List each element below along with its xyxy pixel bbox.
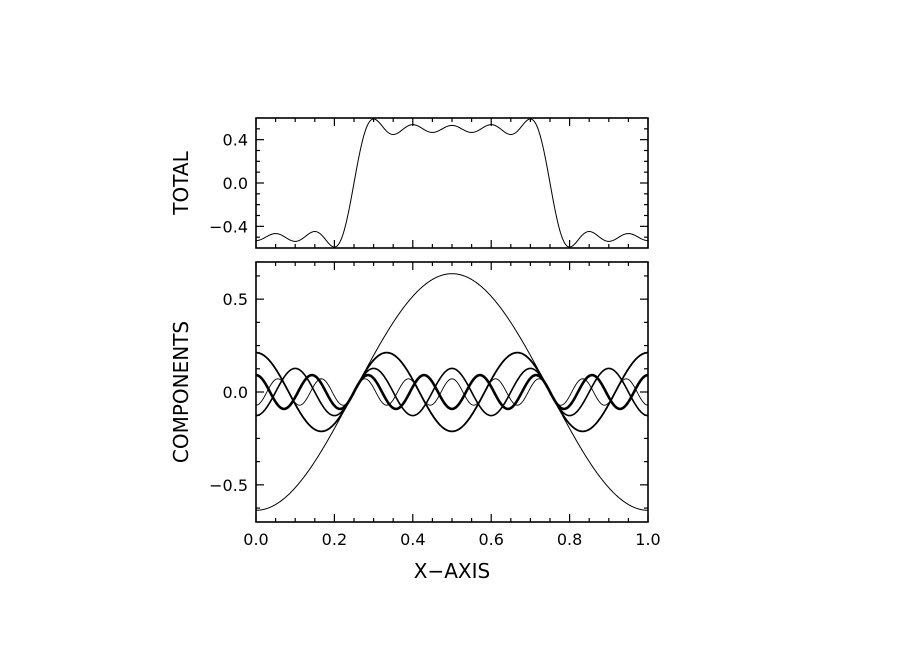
component-series-line-1 — [256, 273, 648, 511]
y-tick-label: −0.5 — [209, 476, 248, 495]
x-tick-label: 0.6 — [478, 530, 503, 549]
x-tick-label: 1.0 — [635, 530, 660, 549]
y-tick-label: −0.4 — [209, 217, 248, 236]
component-series-line-5 — [256, 378, 648, 406]
y-tick-label: 0.4 — [223, 131, 248, 150]
x-tick-label: 0.8 — [557, 530, 582, 549]
total-series-line — [256, 118, 648, 248]
total-curves — [256, 118, 648, 248]
component-series-line-4 — [256, 373, 648, 411]
x-tick-label: 0.4 — [400, 530, 425, 549]
total-plot-frame — [255, 117, 649, 249]
components-panel: 0.0 0.2 0.4 0.6 0.8 1.0−0.50.00.5 COMPONENTS … — [169, 261, 661, 583]
total-panel: −0.4 0.0 0.4 TOTAL — [169, 117, 649, 249]
total-y-axis-label: TOTAL — [169, 150, 193, 215]
components-curves — [256, 273, 648, 511]
components-ticks: 0.0 0.2 0.4 0.6 0.8 1.0 −0.5 0.0 0.5 — [209, 262, 661, 549]
x-axis-label: X−AXIS — [414, 559, 490, 583]
component-series-line-3 — [256, 367, 648, 417]
components-y-axis-label: COMPONENTS — [169, 321, 193, 463]
component-series-line-2 — [256, 351, 648, 433]
y-tick-label: 0.5 — [223, 290, 248, 309]
total-ticks: −0.4 0.0 0.4 — [209, 118, 649, 248]
y-tick-label: 0.0 — [223, 383, 248, 402]
x-tick-label: 0.2 — [322, 530, 347, 549]
x-tick-label: 0.0 — [243, 530, 268, 549]
y-tick-label: 0.0 — [223, 174, 248, 193]
